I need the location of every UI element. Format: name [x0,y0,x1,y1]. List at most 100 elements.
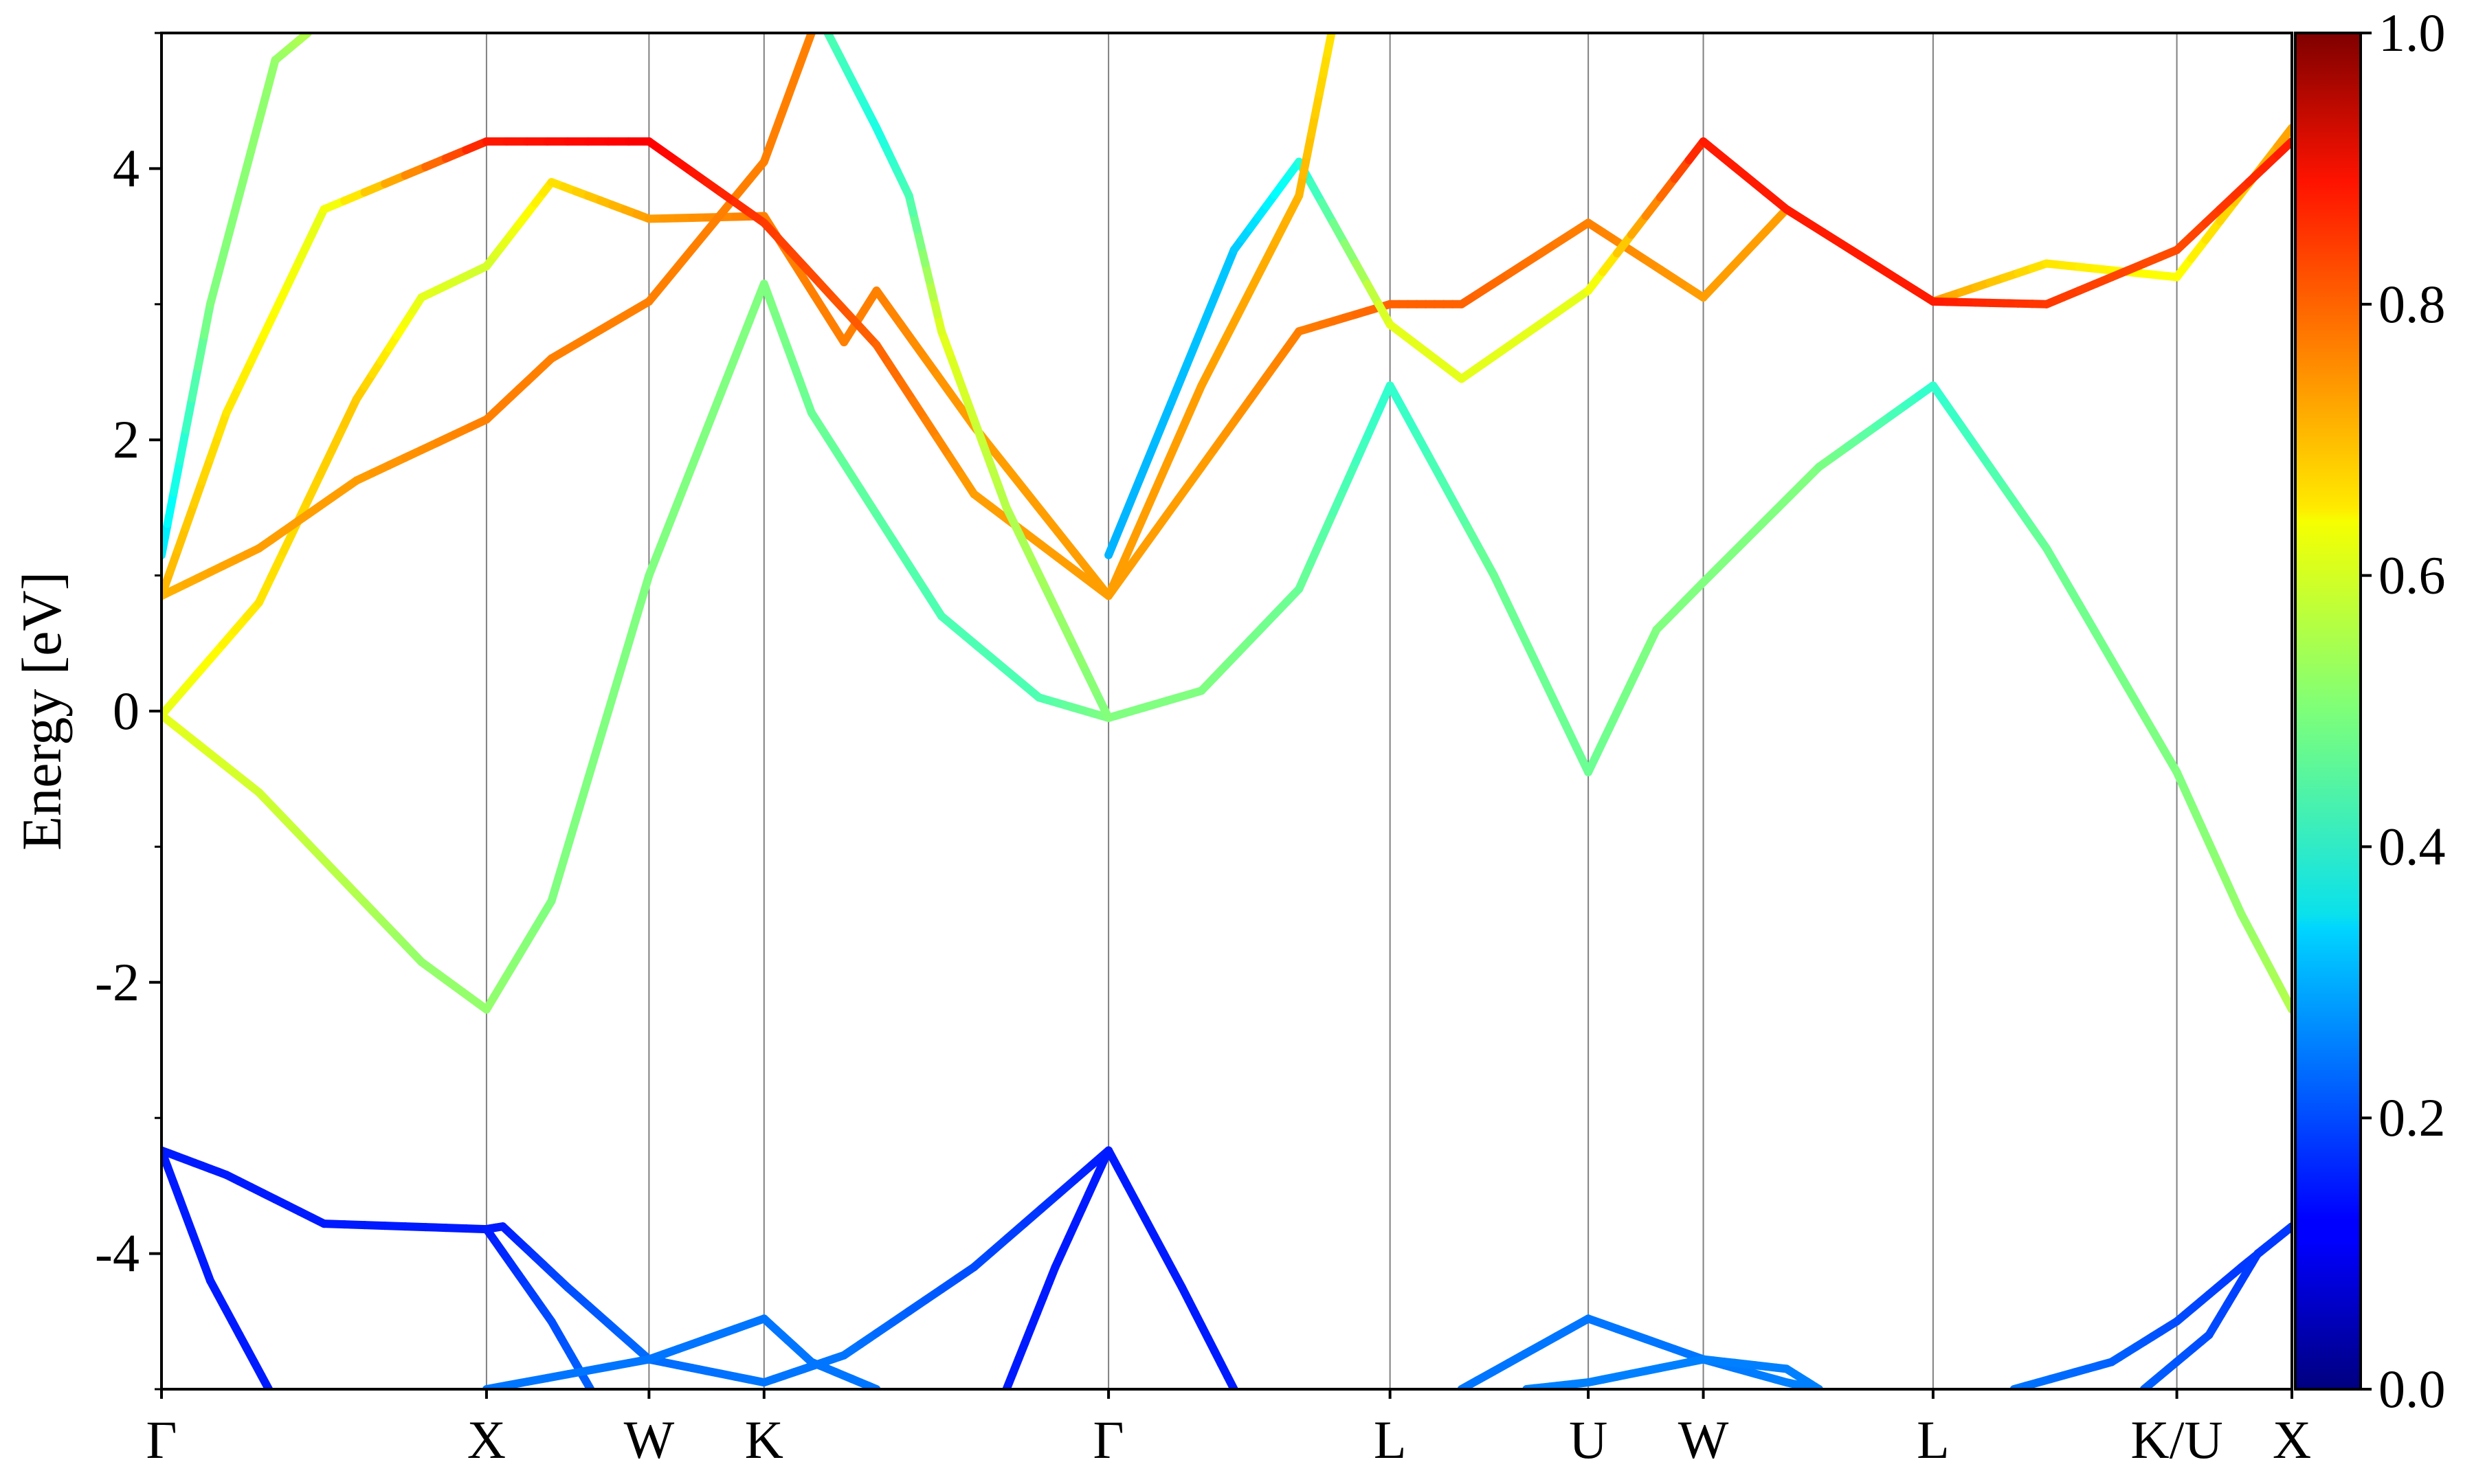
band-segment [1282,191,1304,224]
band-segment [645,535,668,580]
band-segment [1489,571,1511,605]
band-segment [547,856,568,906]
y-tick-label: -2 [95,952,140,1012]
y-axis: -4 -2 0 2 4 [95,32,161,1391]
band-segment [1053,608,1075,644]
band-segment [1174,407,1194,442]
band-segment [1928,381,1952,410]
band-13 [161,33,816,600]
band-9 [2009,1222,2292,1389]
band-segment [1306,534,1326,568]
x-tick-label: K/U [2130,1410,2222,1470]
band-segment [904,561,930,595]
band-segment [1363,407,1383,441]
band-segment [1537,669,1557,703]
band-segment [169,457,184,497]
x-tick-label: L [1917,1410,1950,1470]
band-segment [263,56,280,95]
band-segment [254,86,271,126]
band-segment [801,33,816,54]
band-segment [230,178,247,217]
band-3 [482,1225,595,1389]
y-tick-label: 2 [113,409,140,469]
colorbar-tick-label: 0.0 [2378,1359,2446,1419]
band-segment [1071,549,1096,579]
band-segment [1477,548,1498,580]
colorbar-tick-label: 0.4 [2378,816,2446,876]
band-segment [1502,596,1522,629]
colorbar [2294,32,2362,1391]
x-tick-label: Γ [146,1410,177,1470]
band-4 [482,1314,881,1389]
band-segment [205,269,223,308]
y-tick-label: 4 [113,138,140,198]
band-segment [1560,719,1581,752]
band-15 [161,33,312,559]
band-segment [583,734,605,783]
y-tick-label: -4 [95,1224,140,1283]
plot-frame [160,32,2293,1391]
band-16 [1104,137,2292,559]
x-tick-label: K [745,1410,783,1470]
y-tick-label: 0 [113,681,140,741]
band-segment [2140,712,2165,749]
band-6 [1002,1146,1113,1389]
band-segment [295,230,316,265]
x-tick-label: Γ [1093,1410,1124,1470]
band-segment [659,498,682,543]
band-segment [1185,381,1206,416]
band-segment [1066,635,1087,670]
band-segment [2014,503,2037,532]
colorbar-tick-label: 1.0 [2378,3,2446,63]
colorbar-tick-label: 0.8 [2378,274,2446,334]
band-segment [1150,460,1171,495]
band-segment [200,300,214,340]
band-segment [1139,486,1159,521]
band-segment [2107,655,2132,693]
band-segment [340,394,361,429]
band-segment [2091,628,2116,664]
band-segment [2028,524,2051,553]
band-segment [307,205,328,239]
band-segment [1091,687,1113,722]
x-tick-label: W [1678,1410,1729,1470]
band-segment [921,586,946,620]
band-11 [161,280,2292,1014]
band-segment [222,383,243,417]
band-segment [1385,381,1407,414]
band-segment [1197,357,1218,390]
band-segment [632,571,654,620]
band-segment [608,653,629,702]
band-segment [267,548,288,582]
band-14 [161,137,1113,600]
band-segment [2273,137,2292,159]
colorbar-axis: 0.0 0.2 0.4 0.6 0.8 1.0 [2361,3,2446,1419]
band-segment [1351,432,1372,466]
band-segment [222,208,239,247]
band-segment [2156,740,2181,776]
band-segment [596,693,617,743]
band-2 [161,1146,1113,1387]
band-segment [717,352,739,398]
band-segment [1985,462,2009,492]
band-segment [1151,398,1176,445]
band-segment [2075,600,2100,637]
band-segment [1003,464,1029,494]
band-segment [1104,565,1124,600]
band-segment [1020,485,1046,515]
band-segment [745,280,768,325]
x-axis: Γ X W K Γ L U W L K/U X [146,1389,2311,1470]
band-segment [1015,530,1036,565]
band-segment [1412,429,1434,461]
band-segment [1971,442,1994,471]
band-segment [163,488,178,528]
band-segment [840,459,865,493]
band-7 [1457,1314,1823,1389]
band-segment [234,357,256,392]
band-segment [254,573,276,607]
band-segment [1295,559,1315,594]
band-segment [238,147,256,187]
band-segment [856,484,881,519]
colorbar-tick-label: 0.6 [2378,546,2446,605]
band-segment [1127,513,1148,548]
